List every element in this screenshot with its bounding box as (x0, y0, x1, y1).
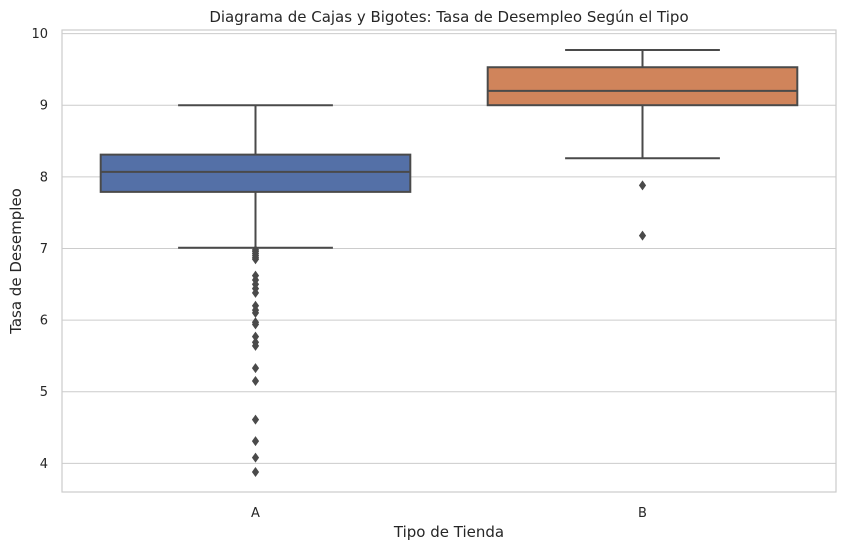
y-tick-label: 10 (31, 27, 48, 42)
outlier-point (251, 414, 260, 425)
plot-frame (61, 29, 837, 493)
y-tick-label: 7 (40, 242, 48, 257)
boxes-layer (99, 49, 799, 477)
outlier-point (251, 287, 260, 298)
y-tick-label: 6 (40, 314, 48, 329)
outlier-point (251, 254, 260, 265)
outlier-point (251, 452, 260, 463)
y-tick-label: 5 (40, 385, 48, 400)
box-iqr (486, 66, 799, 107)
box-group-A (99, 104, 412, 477)
y-tick-label: 8 (40, 170, 48, 185)
outlier-point (251, 466, 260, 477)
y-tick-label: 4 (40, 457, 48, 472)
y-tick-labels: 4 5 6 7 8 9 10 (31, 27, 48, 472)
chart-title: Diagrama de Cajas y Bigotes: Tasa de Des… (209, 8, 688, 26)
x-tick-label: A (251, 506, 260, 521)
outlier-point (638, 180, 647, 191)
x-tick-label: B (638, 506, 647, 521)
y-axis-label: Tasa de Desempleo (7, 188, 25, 335)
outlier-point (251, 319, 260, 330)
box-group-B (486, 49, 799, 241)
outlier-point (251, 307, 260, 318)
outlier-point (251, 436, 260, 447)
outlier-point (251, 363, 260, 374)
x-axis-label: Tipo de Tienda (393, 523, 504, 541)
outlier-point (638, 230, 647, 241)
outlier-point (251, 375, 260, 386)
box-iqr (99, 153, 412, 193)
outlier-point (251, 340, 260, 351)
y-tick-label: 9 (40, 99, 48, 114)
outlier-point (251, 331, 260, 342)
